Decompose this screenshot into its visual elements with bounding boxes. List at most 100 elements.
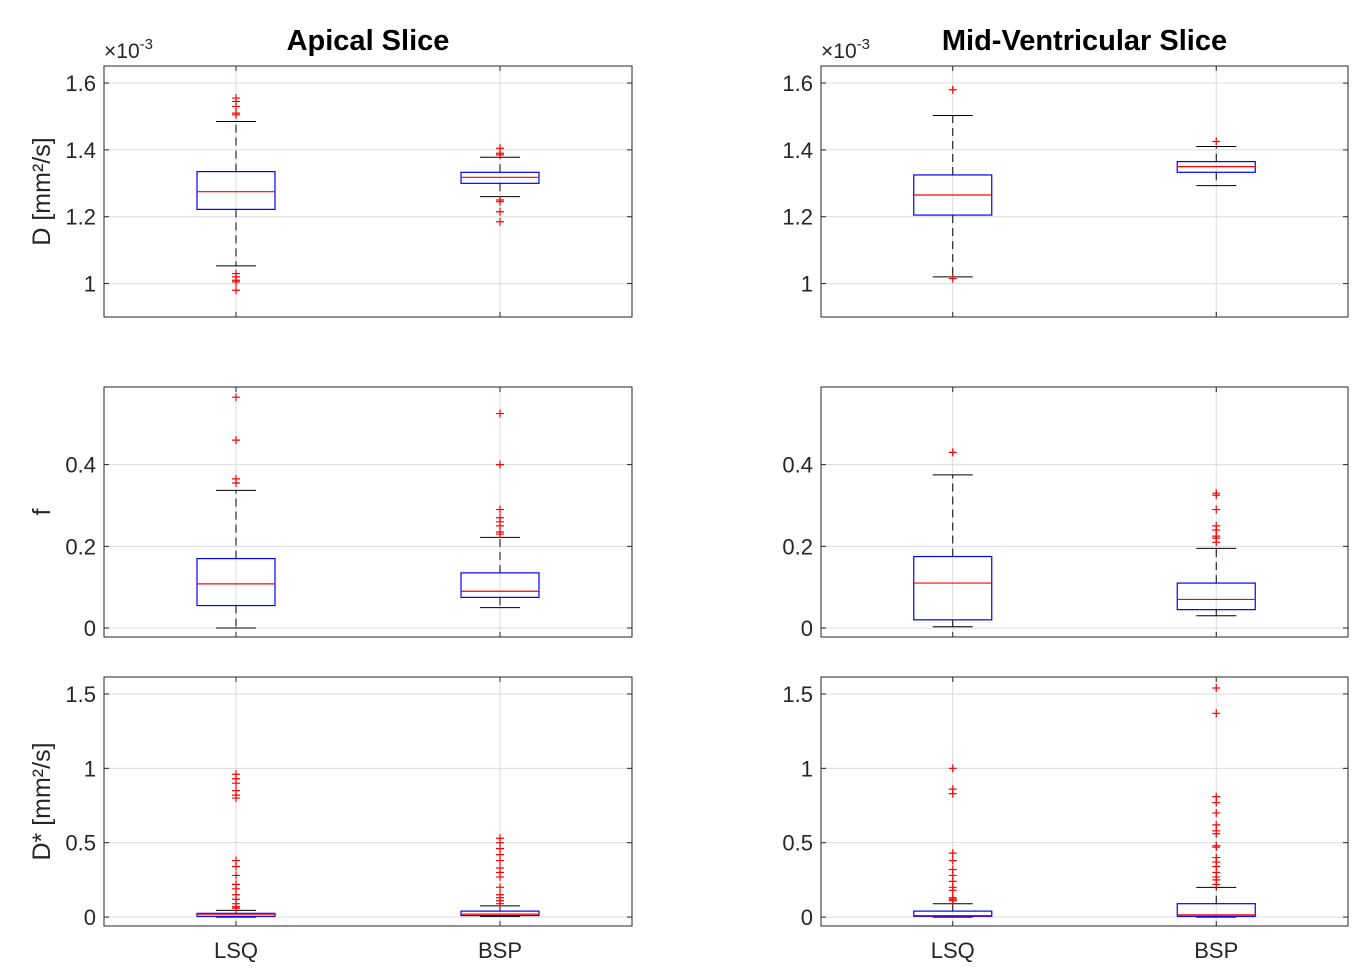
outlier-marker <box>948 764 957 773</box>
axes-frame <box>820 65 1349 318</box>
panel-1-1: 0 0.2 0.4 <box>782 386 1349 641</box>
outlier-marker <box>1212 808 1221 817</box>
box-bsp <box>460 834 540 917</box>
outlier-marker <box>232 779 240 788</box>
box-bsp <box>1176 684 1256 918</box>
plot-area <box>821 677 1348 926</box>
outlier-marker <box>232 277 240 286</box>
outlier-marker <box>1212 829 1221 838</box>
outlier-marker <box>496 207 504 216</box>
y-axis-label: D [mm²/s] <box>28 137 56 245</box>
outlier-marker <box>1212 709 1221 718</box>
y-tick-label: 1.2 <box>782 205 813 230</box>
exponent-label: ×10-3 <box>104 36 153 63</box>
axes-frame <box>820 676 1349 927</box>
y-tick-label: 0 <box>84 616 96 641</box>
column-title-1: Mid-Ventricular Slice <box>942 25 1227 57</box>
box-lsq <box>913 448 993 628</box>
y-tick-label: 1 <box>84 272 96 297</box>
outlier-marker <box>232 286 240 295</box>
outlier-marker <box>232 862 240 871</box>
plot-area <box>104 677 632 926</box>
y-tick-label: 1.6 <box>782 71 813 96</box>
y-tick-label: 0.2 <box>782 534 813 559</box>
outlier-marker <box>948 886 957 895</box>
y-axis-label: f <box>28 508 56 515</box>
y-tick-label: 1.4 <box>782 138 813 163</box>
plot-area <box>104 387 632 637</box>
iqr-box <box>1176 582 1256 611</box>
y-tick-label: 1.5 <box>782 682 813 707</box>
y-axis-label: D* [mm²/s] <box>28 742 56 860</box>
exponent-base: ×10 <box>821 40 857 63</box>
y-tick-label: 1.5 <box>65 682 96 707</box>
outlier-marker <box>496 197 504 206</box>
outlier-marker <box>1212 505 1221 514</box>
outlier-marker <box>1212 843 1221 852</box>
iqr-box <box>460 910 540 917</box>
outlier-marker <box>948 85 957 94</box>
y-tick-label: 0.5 <box>65 831 96 856</box>
y-tick-label: 1.4 <box>65 138 96 163</box>
outlier-marker <box>232 102 240 111</box>
iqr-box <box>196 171 276 210</box>
panel-0-1: 0 0.2 0.4 f <box>28 386 633 641</box>
outlier-marker <box>496 460 504 469</box>
y-tick-label: 0 <box>801 616 813 641</box>
outlier-marker <box>496 899 504 908</box>
panel-1-0: 1 1.2 1.4 1.6 ×10-3 <box>782 36 1349 318</box>
y-tick-label: 0.4 <box>65 453 96 478</box>
y-tick-label: 1 <box>801 272 813 297</box>
box-lsq <box>913 85 993 283</box>
axes-frame <box>820 386 1349 638</box>
outlier-marker <box>496 217 504 226</box>
iqr-box <box>460 572 540 598</box>
outlier-marker <box>1212 137 1221 146</box>
outlier-marker <box>496 530 504 539</box>
outlier-marker <box>496 883 504 892</box>
panel-1-2: 0 0.5 1 1.5 LSQ BSP <box>782 676 1349 963</box>
outlier-marker <box>496 856 504 865</box>
outlier-marker <box>948 896 957 905</box>
outlier-marker <box>948 849 957 858</box>
outlier-marker <box>232 871 240 880</box>
y-tick-label: 0.5 <box>782 831 813 856</box>
outlier-marker <box>1212 538 1221 547</box>
y-tick-label: 1.6 <box>65 71 96 96</box>
box-lsq <box>196 94 276 295</box>
plot-area <box>104 66 632 317</box>
iqr-box <box>196 557 276 607</box>
y-tick-label: 0.2 <box>65 534 96 559</box>
outlier-marker <box>496 872 504 881</box>
box-lsq <box>196 393 276 629</box>
outlier-marker <box>496 150 504 159</box>
outlier-marker <box>948 448 957 457</box>
axes-frame <box>103 386 633 638</box>
column-title-0: Apical Slice <box>287 25 450 57</box>
y-tick-label: 1 <box>84 756 96 781</box>
box-bsp <box>1176 489 1256 617</box>
exponent-power: -3 <box>140 36 153 53</box>
outlier-marker <box>948 274 957 283</box>
exponent-base: ×10 <box>104 40 140 63</box>
x-tick-label-bsp: BSP <box>1194 938 1238 963</box>
iqr-box <box>1176 903 1256 917</box>
box-bsp <box>460 409 540 609</box>
x-tick-label-lsq: LSQ <box>931 938 975 963</box>
outlier-marker <box>1212 491 1221 500</box>
outlier-marker <box>948 856 957 865</box>
x-tick-label-lsq: LSQ <box>214 938 258 963</box>
iqr-box <box>913 910 993 917</box>
outlier-marker <box>948 789 957 798</box>
x-tick-label-bsp: BSP <box>478 938 522 963</box>
outlier-marker <box>232 436 240 445</box>
exponent-label: ×10-3 <box>821 36 870 63</box>
panel-0-0: 1 1.2 1.4 1.6 ×10-3 D [mm²/s] <box>28 36 633 318</box>
exponent-power: -3 <box>857 36 870 53</box>
iqr-box <box>196 912 276 917</box>
outlier-marker <box>1212 880 1221 889</box>
box-bsp <box>460 144 540 226</box>
axes-frame <box>103 65 633 318</box>
y-tick-label: 0 <box>84 905 96 930</box>
outlier-marker <box>232 794 240 803</box>
